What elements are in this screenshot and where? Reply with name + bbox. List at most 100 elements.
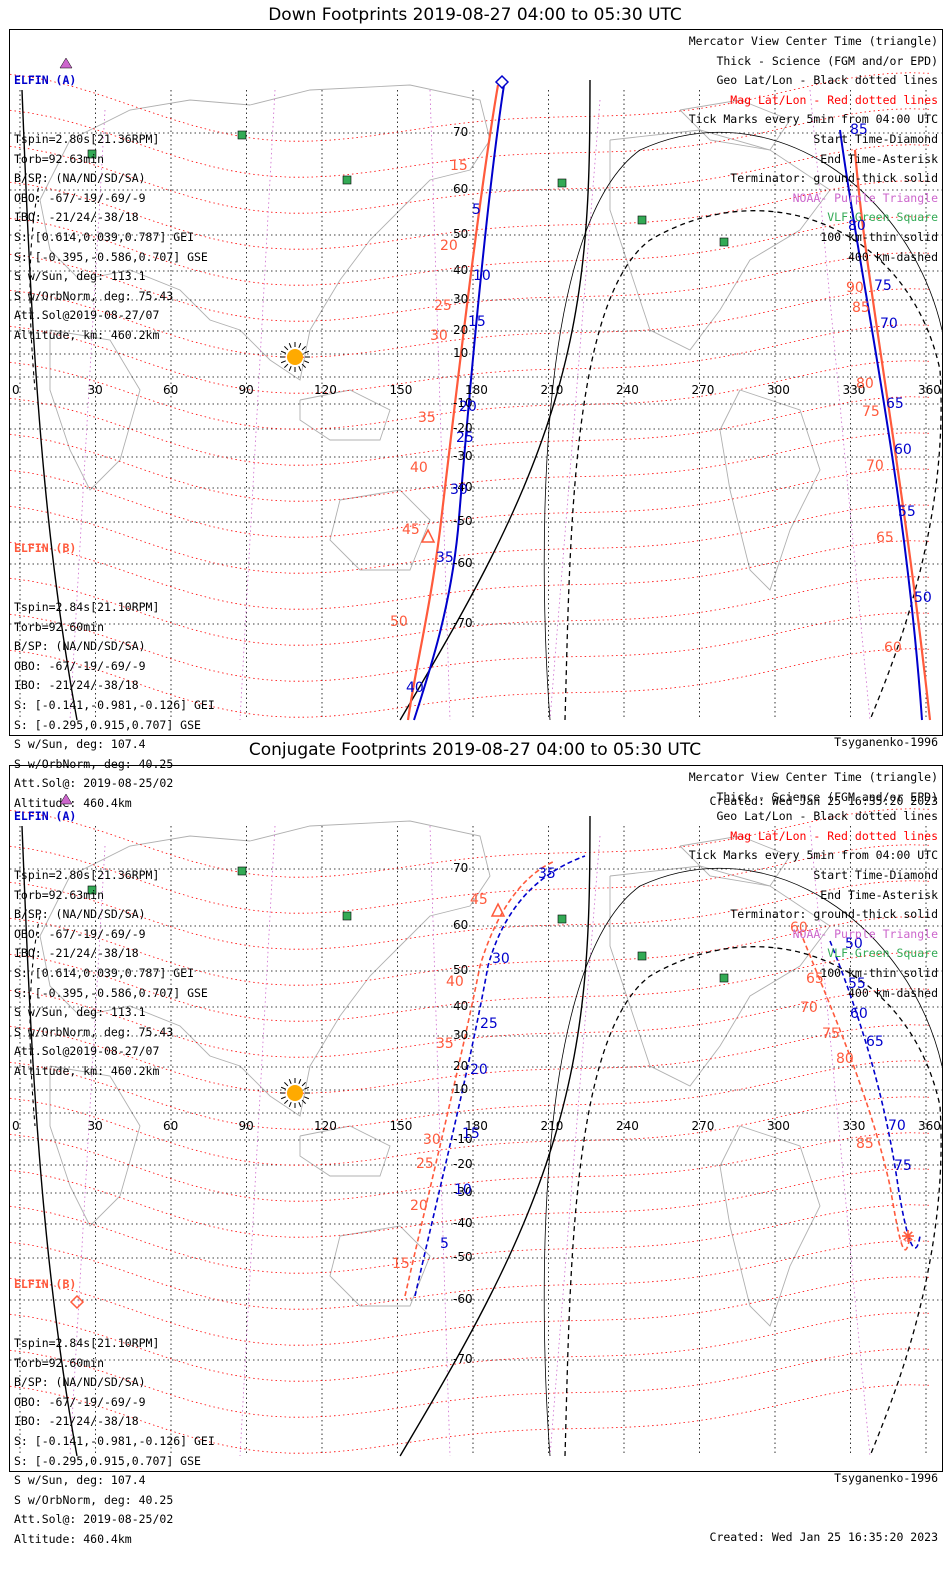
track-a-time-label: 50	[845, 936, 863, 952]
lat-tick-label: 60	[453, 182, 469, 196]
elfin-a-info-line: S w/Sun, deg: 113.1	[14, 1005, 146, 1020]
map-panel-down: 0 30 60 90 120 150 180 210 240 270 300 330 360 70 60 5…	[9, 29, 943, 810]
lat-tick-label: -30	[453, 449, 473, 463]
lat-tick-label: -60	[453, 556, 473, 570]
elfin-a-info-down: ELFIN (A) Tspin=2.80s[21.36RPM] Torb=92.6…	[14, 32, 208, 385]
track-b-time-label: 75	[862, 404, 880, 420]
lat-tick-label: -70	[453, 1352, 473, 1366]
track-a-time-label: 15	[462, 1126, 480, 1142]
map-canvas-conjugate	[10, 793, 942, 1457]
track-a-time-label: 40	[406, 680, 424, 696]
elfin-b-info-line: Tspin=2.84s[21.10RPM]	[14, 1335, 160, 1350]
legend-entry: VLF-Green Square	[827, 946, 938, 961]
geo-grid-layer	[10, 826, 942, 1456]
elfin-b-info-line: OBO: -67/-19/-69/-9	[14, 658, 146, 673]
lon-tick-label: 90	[238, 1119, 254, 1133]
track-a-time-label: 20	[470, 1062, 488, 1078]
lon-tick-label: 180	[465, 1119, 488, 1133]
track-b-time-label: 45	[402, 522, 420, 538]
elfin-a-info-line: S: [-0.395,-0.586,0.707] GSE	[14, 985, 208, 1000]
elfin-b-name: ELFIN (B)	[14, 541, 77, 556]
elfin-a-info-line: OBO: -67/-19/-69/-9	[14, 926, 146, 941]
lat-tick-label: -10	[453, 396, 473, 410]
track-b-time-label: 80	[836, 1051, 854, 1067]
elfin-b-info-line: IBO: -21/24/-38/18	[14, 678, 139, 693]
elfin-b-lines: Tspin=2.84s[21.10RPM] Torb=92.60min B/SP: …	[14, 598, 215, 814]
lon-tick-label: 150	[389, 383, 413, 397]
elfin-b-info-line: Torb=92.60min	[14, 1355, 105, 1370]
track-a-time-label: 70	[888, 1118, 906, 1134]
legend-entry: Tick Marks every 5min from 04:00 UTC	[688, 112, 938, 127]
elfin-b-info-line: Tspin=2.84s[21.10RPM]	[14, 599, 160, 614]
elfin-b-info-line: S: [-0.295,0.915,0.707] GSE	[14, 717, 201, 732]
lat-tick-label: -70	[453, 616, 473, 630]
lat-tick-label: -60	[453, 1292, 473, 1306]
track-b-time-label: 85	[856, 1136, 874, 1152]
legend-entry: Terminator: ground-thick solid	[730, 171, 938, 186]
track-b-time-label: 30	[430, 328, 448, 344]
track-a-time-label: 25	[480, 1016, 498, 1032]
elfin-a-info-line: S: [0.614,0.039,0.787] GEI	[14, 229, 195, 244]
lon-tick-label: 210	[540, 383, 564, 397]
elfin-a-lines: Tspin=2.80s[21.36RPM] Torb=92.63min B/SP: …	[14, 130, 208, 346]
lon-tick-label: 360	[918, 1119, 941, 1133]
lat-tick-label: 40	[453, 999, 469, 1013]
lon-tick-label: 60	[163, 1119, 179, 1133]
track-b-time-label: 85	[852, 300, 870, 316]
lon-tick-label: 330	[842, 1119, 866, 1133]
track-b-time-label: 30	[423, 1132, 441, 1148]
legend-entry: Start Time-Diamond	[813, 867, 938, 882]
track-a-time-label: 65	[866, 1034, 884, 1050]
track-b-time-label: 15	[450, 158, 468, 174]
lat-tick-label: 40	[453, 263, 469, 277]
track-b-time-label: 25	[434, 298, 452, 314]
elfin-a-info-line: S: [-0.395,-0.586,0.707] GSE	[14, 249, 208, 264]
legend-down: Mercator View Center Time (triangle) Thic…	[689, 32, 938, 267]
track-a-time-label: 10	[454, 1182, 472, 1198]
elfin-a-info-conjugate: ELFIN (A) Tspin=2.80s[21.36RPM] Torb=92.6…	[14, 768, 208, 1121]
track-a-time-label: 75	[874, 278, 892, 294]
model-label: Tsyganenko-1996	[834, 735, 938, 750]
track-b-time-label: 70	[800, 1000, 818, 1016]
legend-entry: NOAA- Purple Triangle	[792, 190, 938, 205]
elfin-b-info-conjugate: ELFIN (B) Tspin=2.84s[21.10RPM] Torb=92.6…	[14, 1236, 215, 1589]
legend-entry: Tick Marks every 5min from 04:00 UTC	[688, 848, 938, 863]
lon-tick-label: 270	[691, 1119, 715, 1133]
geo-grid-layer	[10, 90, 942, 720]
track-b-time-label: 35	[436, 1036, 454, 1052]
elfin-a-info-line: Att.Sol@2019-08-27/07	[14, 1044, 160, 1059]
elfin-b-info-line: B/SP: (NA/ND/SD/SA)	[14, 1375, 146, 1390]
elfin-a-name: ELFIN (A)	[14, 73, 77, 88]
track-layer	[406, 84, 932, 721]
elfin-b-info-line: Torb=92.60min	[14, 619, 105, 634]
elfin-a-info-line: Torb=92.63min	[14, 151, 105, 166]
track-b-time-label: 70	[866, 458, 884, 474]
legend-entry: 400 km-dashed	[847, 985, 938, 1000]
legend-entry: Thick - Science (FGM and/or EPD)	[716, 53, 938, 68]
track-b-time-label: 65	[876, 530, 894, 546]
elfin-a-info-line: Altitude, km: 460.2km	[14, 1063, 160, 1078]
elfin-b-info-line: B/SP: (NA/ND/SD/SA)	[14, 639, 146, 654]
lat-tick-label: 70	[453, 125, 469, 139]
marker-layer	[59, 57, 729, 543]
lat-tick-label: 70	[453, 861, 469, 875]
track-b-time-label: 45	[470, 892, 488, 908]
track-b-time-label: 25	[416, 1156, 434, 1172]
lat-tick-label: -50	[453, 514, 473, 528]
elfin-a-info-line: Altitude, km: 460.2km	[14, 327, 160, 342]
legend-entry: Mercator View Center Time (triangle)	[688, 770, 938, 784]
lon-tick-label: 270	[691, 383, 715, 397]
elfin-b-info-line: S: [-0.295,0.915,0.707] GSE	[14, 1453, 201, 1468]
legend-entry: Terminator: ground-thick solid	[730, 907, 938, 922]
lat-tick-label: -30	[453, 1185, 473, 1199]
lon-tick-label: 90	[238, 383, 254, 397]
elfin-a-info-line: S w/OrbNorm, deg: 75.43	[14, 288, 174, 303]
model-label: Tsyganenko-1996	[834, 1471, 938, 1486]
track-a-time-label: 25	[456, 430, 474, 446]
track-b-time-label: 60	[790, 920, 808, 936]
marker-layer	[59, 793, 914, 1310]
elfin-a-info-line: Tspin=2.80s[21.36RPM]	[14, 131, 160, 146]
track-b-time-label: 20	[440, 238, 458, 254]
track-a-time-label: 5	[472, 202, 481, 218]
elfin-b-info-line: S w/Sun, deg: 107.4	[14, 737, 146, 752]
